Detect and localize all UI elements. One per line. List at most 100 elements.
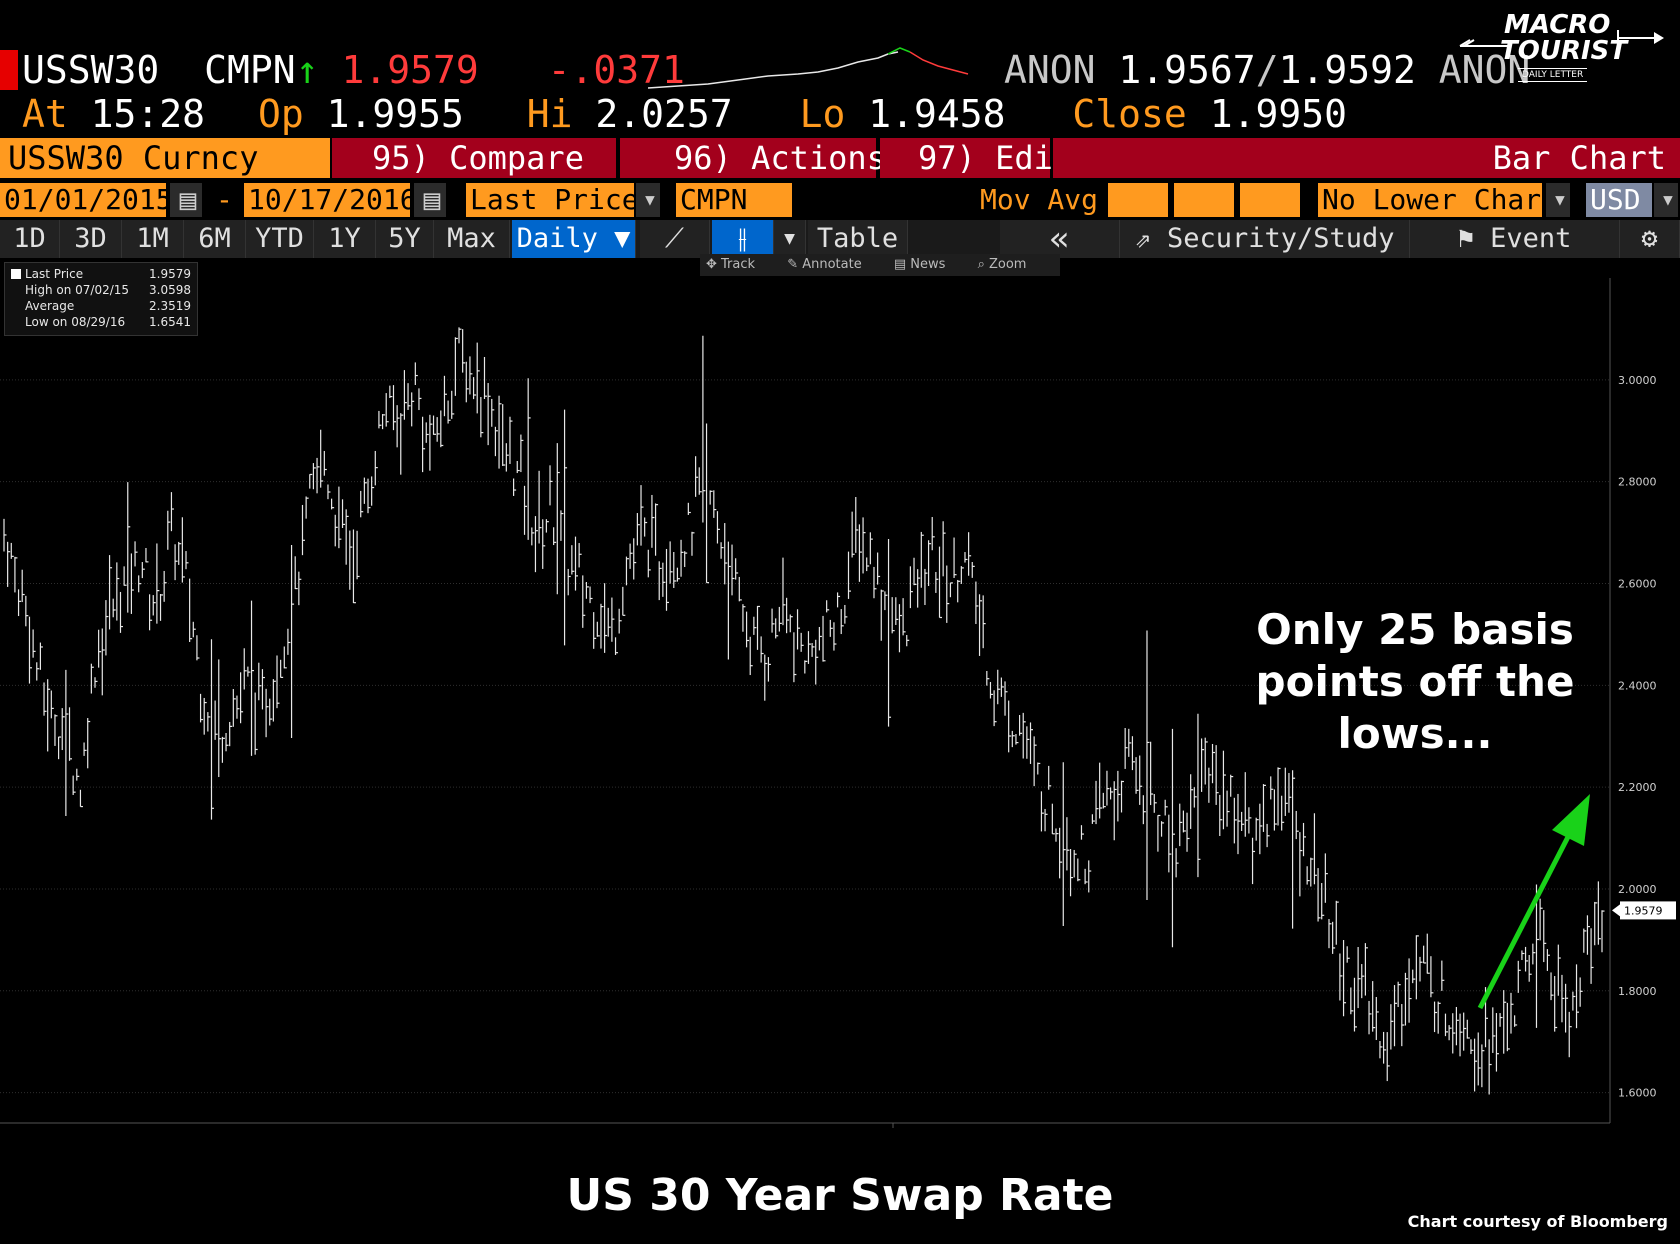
y-tick-label: 1.8000 [1618,985,1657,998]
field-select[interactable]: Last Price [466,183,639,217]
flag-icon: ⚑ [1457,223,1474,254]
chevron-down-icon[interactable]: ▼ [1654,183,1678,217]
legend-row-average: Average 2.3519 [25,299,191,313]
legend-row-low: Low on 08/29/16 1.6541 [25,315,191,329]
chevron-down-icon[interactable]: ▼ [1546,183,1570,217]
frequency-label: Daily [516,223,598,254]
tab-1y[interactable]: 1Y [314,220,376,258]
track-tool[interactable]: ✥ Track [706,257,756,272]
legend-row-high: High on 07/02/15 3.0598 [25,283,191,297]
security-field[interactable]: USSW30 Curncy [0,138,330,178]
edit-label: 97) Edit [918,139,1073,177]
high-value: 2.0257 [595,92,733,136]
source-field[interactable]: CMPN [676,183,792,217]
tab-5y[interactable]: 5Y [376,220,434,258]
bar-chart-icon[interactable]: ⫲ [712,220,774,258]
zoom-tool[interactable]: ⌕ Zoom [977,257,1027,272]
event-label: Event [1490,223,1572,254]
mov-avg-field-1[interactable] [1108,183,1168,217]
y-axis: 3.0000 2.8000 2.6000 2.4000 2.2000 2.0000 1.80… [1609,278,1657,1123]
end-date-field[interactable]: 10/17/2016 [244,183,417,217]
collapse-icon[interactable]: « [1000,220,1120,258]
net-change: -.0371 [547,48,685,92]
bid-source: ANON [1004,48,1096,92]
chevron-down-icon[interactable]: ▼ [774,220,806,258]
news-tool[interactable]: ▤ News [893,257,946,272]
bid-ask-separator: / [1255,48,1279,92]
close-label: Close [1072,92,1187,136]
bar-chart: 3.0000 2.8000 2.6000 2.4000 2.2000 2.0000 1.80… [0,278,1676,1128]
close-value: 1.9950 [1209,92,1347,136]
security-study-button[interactable]: ⇗ Security/Study [1120,220,1410,258]
x-axis: JanFebMarAprMayJunJulAugSepOctNovDecJanF… [0,1122,1610,1128]
annotate-tool[interactable]: ✎ Annotate [787,257,862,272]
ask: 1.9592 [1278,48,1416,92]
line-chart-icon[interactable]: ⟋ [640,220,710,258]
last-value-label: 1.9579 [1624,904,1663,917]
calendar-icon[interactable]: ▤ [170,183,202,217]
chevron-down-icon[interactable]: ▼ [636,183,660,217]
y-tick-label: 2.6000 [1618,577,1657,590]
moving-average-label: Mov Avg [980,183,1099,216]
y-tick-label: 2.2000 [1618,781,1657,794]
study-icon: ⇗ [1134,223,1151,254]
y-tick-label: 3.0000 [1618,374,1657,387]
price-source: CMPN [204,48,296,92]
gear-icon[interactable]: ⚙ [1620,220,1680,258]
open-label: Op [257,92,304,136]
sparkline-up [648,51,899,89]
actions-menu[interactable]: 96) Actions ▼ [620,138,930,178]
tab-ytd[interactable]: YTD [246,220,314,258]
chart-credit: Chart courtesy of Bloomberg [1407,1212,1668,1231]
edit-menu[interactable]: 97) Edit▼ [880,138,1087,178]
sparkline-high [887,47,911,55]
chart-type-label[interactable]: Bar Chart [1053,138,1680,178]
sparkline [648,47,969,89]
y-tick-label: 1.6000 [1618,1087,1657,1100]
mov-avg-field-3[interactable] [1240,183,1300,217]
period-tabs: 1D 3D 1M 6M YTD 1Y 5Y Max Daily ▼ ⟋ ⫲ ▼ … [0,220,1680,258]
security-flag [0,50,18,90]
logo-line-3: DAILY LETTER [1518,68,1588,82]
event-button[interactable]: ⚑ Event [1410,220,1620,258]
open-value: 1.9955 [326,92,464,136]
y-tick-label: 2.4000 [1618,679,1657,692]
ohlc-line: At 15:28 Op 1.9955 Hi 2.0257 Lo 1.9458 C… [22,92,1347,136]
table-button[interactable]: Table [808,220,908,258]
ticker[interactable]: USSW30 [22,48,160,92]
start-date-field[interactable]: 01/01/2015 [0,183,173,217]
y-tick-label: 2.8000 [1618,476,1657,489]
high-label: Hi [526,92,573,136]
tab-3d[interactable]: 3D [60,220,122,258]
low-value: 1.9458 [868,92,1006,136]
main-toolbar: USSW30 Curncy 95) Compare 96) Actions ▼ … [0,136,1680,180]
trend-arrow [1477,794,1590,1010]
last-value-pointer [1612,904,1620,917]
macro-tourist-logo: MACRO TOURIST DAILY LETTER [1448,8,1676,90]
tab-1m[interactable]: 1M [122,220,184,258]
chart-mini-toolbar: ✥ Track ✎ Annotate ▤ News ⌕ Zoom [700,254,1061,276]
actions-label: 96) Actions [674,139,886,177]
logo-line-2: TOURIST [1500,36,1628,66]
low-label: Lo [799,92,846,136]
tab-1d[interactable]: 1D [0,220,60,258]
at-time: 15:28 [90,92,206,136]
date-range-dash: - [216,183,233,216]
currency-select[interactable]: USD [1586,183,1652,217]
legend-row-last: Last Price 1.9579 [25,267,191,281]
compare-button[interactable]: 95) Compare [332,138,616,178]
mov-avg-field-2[interactable] [1174,183,1234,217]
sparkline-down [909,51,969,75]
calendar-icon[interactable]: ▤ [414,183,446,217]
last-price: 1.9579 [341,48,479,92]
lower-chart-select[interactable]: No Lower Chart [1318,183,1558,217]
frequency-select[interactable]: Daily ▼ [512,220,636,258]
chevron-down-icon: ▼ [614,223,631,254]
at-label: At [22,92,68,136]
tab-max[interactable]: Max [434,220,510,258]
chart-title: US 30 Year Swap Rate [566,1170,1114,1221]
tab-6m[interactable]: 6M [184,220,246,258]
legend-swatch [11,269,21,279]
chart-annotation: Only 25 basis points off the lows... [1255,605,1575,758]
grid-lines [0,379,1610,1094]
